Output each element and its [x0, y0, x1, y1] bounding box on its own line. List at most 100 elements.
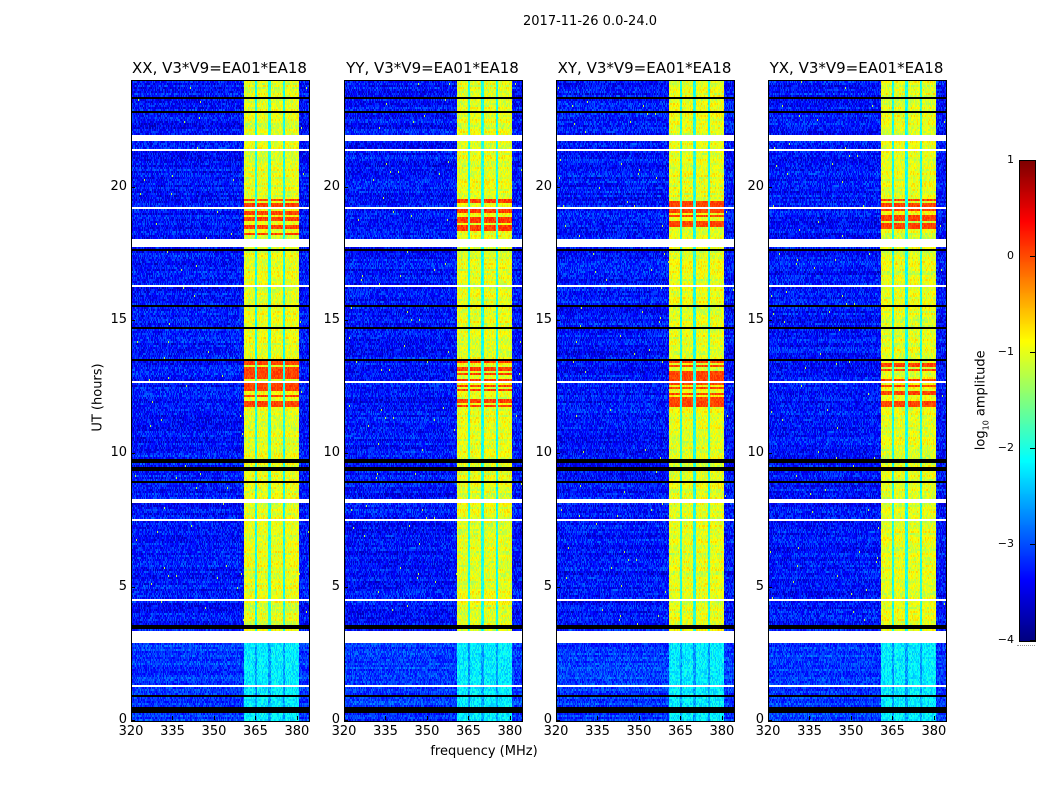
x-tick-mark — [680, 716, 682, 720]
y-tick-label: 15 — [747, 312, 764, 327]
x-tick-label: 320 — [331, 724, 357, 739]
y-tick-mark — [131, 720, 135, 721]
y-tick-label: 10 — [535, 445, 552, 461]
x-tick-mark — [721, 716, 723, 720]
colorbar-tick-mark — [1030, 448, 1035, 449]
panel-title-4: YX, V3*V9=EA01*EA18 — [769, 59, 944, 77]
y-tick-mark — [556, 586, 560, 588]
x-tick-mark — [638, 716, 640, 720]
x-tick-label: 350 — [414, 724, 440, 739]
y-tick-label: 20 — [110, 178, 127, 194]
x-tick-label: 320 — [118, 724, 144, 739]
colorbar-tick-mark — [1030, 544, 1035, 545]
y-tick-label: 0 — [118, 712, 127, 727]
x-tick-label: 335 — [373, 724, 398, 739]
y-tick-label: 5 — [755, 578, 764, 594]
y-tick-label: 5 — [543, 578, 552, 594]
y-tick-mark — [768, 720, 772, 721]
y-tick-mark — [556, 720, 560, 721]
x-tick-mark — [809, 716, 811, 720]
y-tick-label: 20 — [535, 178, 552, 194]
x-tick-label: 350 — [626, 724, 652, 739]
colorbar-tick-label: −2 — [997, 441, 1014, 454]
colorbar-tick-label: −3 — [997, 537, 1014, 550]
x-tick-label: 350 — [838, 724, 864, 739]
y-tick-label: 10 — [323, 445, 340, 461]
colorbar-extension — [1017, 645, 1035, 646]
y-tick-mark — [344, 186, 348, 188]
y-tick-label: 15 — [535, 312, 552, 327]
x-tick-mark — [768, 716, 769, 720]
x-tick-mark — [426, 716, 428, 720]
x-tick-label: 335 — [797, 724, 822, 739]
colorbar-label-sub: 10 — [981, 420, 991, 431]
x-tick-mark — [850, 716, 852, 720]
y-tick-label: 20 — [323, 178, 340, 194]
heatmap-panel-3 — [556, 80, 735, 722]
x-tick-label: 380 — [709, 724, 735, 739]
y-tick-mark — [131, 453, 135, 455]
colorbar-tick-label: 1 — [1007, 153, 1014, 166]
y-tick-label: 15 — [323, 312, 340, 327]
y-tick-mark — [768, 320, 772, 321]
x-tick-label: 380 — [284, 724, 310, 739]
colorbar-label: log10 amplitude — [974, 340, 991, 460]
y-tick-label: 15 — [110, 312, 127, 327]
x-tick-label: 380 — [497, 724, 523, 739]
y-tick-mark — [556, 186, 560, 188]
x-tick-mark — [296, 716, 298, 720]
colorbar-tick-label: −1 — [997, 345, 1014, 358]
x-tick-mark — [344, 716, 345, 720]
x-tick-label: 365 — [668, 724, 693, 739]
x-tick-label: 365 — [243, 724, 268, 739]
colorbar-label-suffix: amplitude — [973, 350, 989, 421]
colorbar-tick-mark — [1030, 160, 1035, 161]
y-tick-mark — [131, 586, 135, 588]
panel-title-1: XX, V3*V9=EA01*EA18 — [132, 59, 307, 77]
x-tick-mark — [509, 716, 511, 720]
y-tick-mark — [344, 720, 348, 721]
x-tick-mark — [172, 716, 174, 720]
x-tick-mark — [385, 716, 387, 720]
x-tick-mark — [468, 716, 470, 720]
x-tick-mark — [892, 716, 894, 720]
y-tick-mark — [768, 453, 772, 455]
x-tick-label: 320 — [543, 724, 569, 739]
y-tick-mark — [768, 186, 772, 188]
y-tick-mark — [768, 586, 772, 588]
y-tick-label: 0 — [755, 712, 764, 727]
x-axis-label: frequency (MHz) — [430, 744, 538, 759]
colorbar-label-log: log — [973, 430, 989, 451]
x-tick-label: 335 — [585, 724, 610, 739]
y-tick-label: 10 — [110, 445, 127, 461]
x-tick-label: 320 — [755, 724, 781, 739]
heatmap-panel-4 — [768, 80, 947, 722]
x-tick-mark — [131, 716, 132, 720]
x-tick-mark — [213, 716, 215, 720]
x-tick-label: 365 — [456, 724, 481, 739]
y-tick-mark — [344, 453, 348, 455]
y-tick-label: 10 — [747, 445, 764, 461]
x-tick-mark — [933, 716, 935, 720]
colorbar-tick-label: −4 — [997, 633, 1014, 646]
x-tick-label: 365 — [880, 724, 905, 739]
panel-title-3: XY, V3*V9=EA01*EA18 — [557, 59, 732, 77]
heatmap-panel-1 — [131, 80, 310, 722]
y-tick-mark — [131, 320, 135, 321]
colorbar-tick-mark — [1030, 256, 1035, 257]
y-axis-label: UT (hours) — [90, 363, 106, 432]
y-tick-label: 20 — [747, 178, 764, 194]
x-tick-mark — [597, 716, 599, 720]
y-tick-label: 0 — [331, 712, 340, 727]
colorbar-tick-mark — [1030, 640, 1035, 641]
colorbar — [1019, 160, 1036, 642]
y-tick-mark — [344, 586, 348, 588]
y-tick-mark — [344, 320, 348, 321]
x-tick-label: 380 — [921, 724, 947, 739]
colorbar-tick-label: 0 — [1007, 249, 1014, 262]
y-tick-label: 0 — [543, 712, 552, 727]
y-tick-mark — [556, 453, 560, 455]
x-tick-label: 335 — [160, 724, 185, 739]
y-tick-label: 5 — [118, 578, 127, 594]
